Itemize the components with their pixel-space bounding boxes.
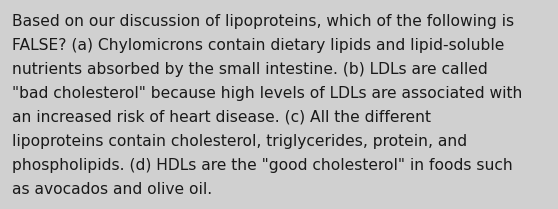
Text: as avocados and olive oil.: as avocados and olive oil.: [12, 182, 213, 197]
Text: Based on our discussion of lipoproteins, which of the following is: Based on our discussion of lipoproteins,…: [12, 14, 514, 29]
Text: nutrients absorbed by the small intestine. (b) LDLs are called: nutrients absorbed by the small intestin…: [12, 62, 488, 77]
Text: lipoproteins contain cholesterol, triglycerides, protein, and: lipoproteins contain cholesterol, trigly…: [12, 134, 468, 149]
Text: phospholipids. (d) HDLs are the "good cholesterol" in foods such: phospholipids. (d) HDLs are the "good ch…: [12, 158, 513, 173]
Text: an increased risk of heart disease. (c) All the different: an increased risk of heart disease. (c) …: [12, 110, 431, 125]
Text: "bad cholesterol" because high levels of LDLs are associated with: "bad cholesterol" because high levels of…: [12, 86, 523, 101]
Text: FALSE? (a) Chylomicrons contain dietary lipids and lipid-soluble: FALSE? (a) Chylomicrons contain dietary …: [12, 38, 504, 53]
